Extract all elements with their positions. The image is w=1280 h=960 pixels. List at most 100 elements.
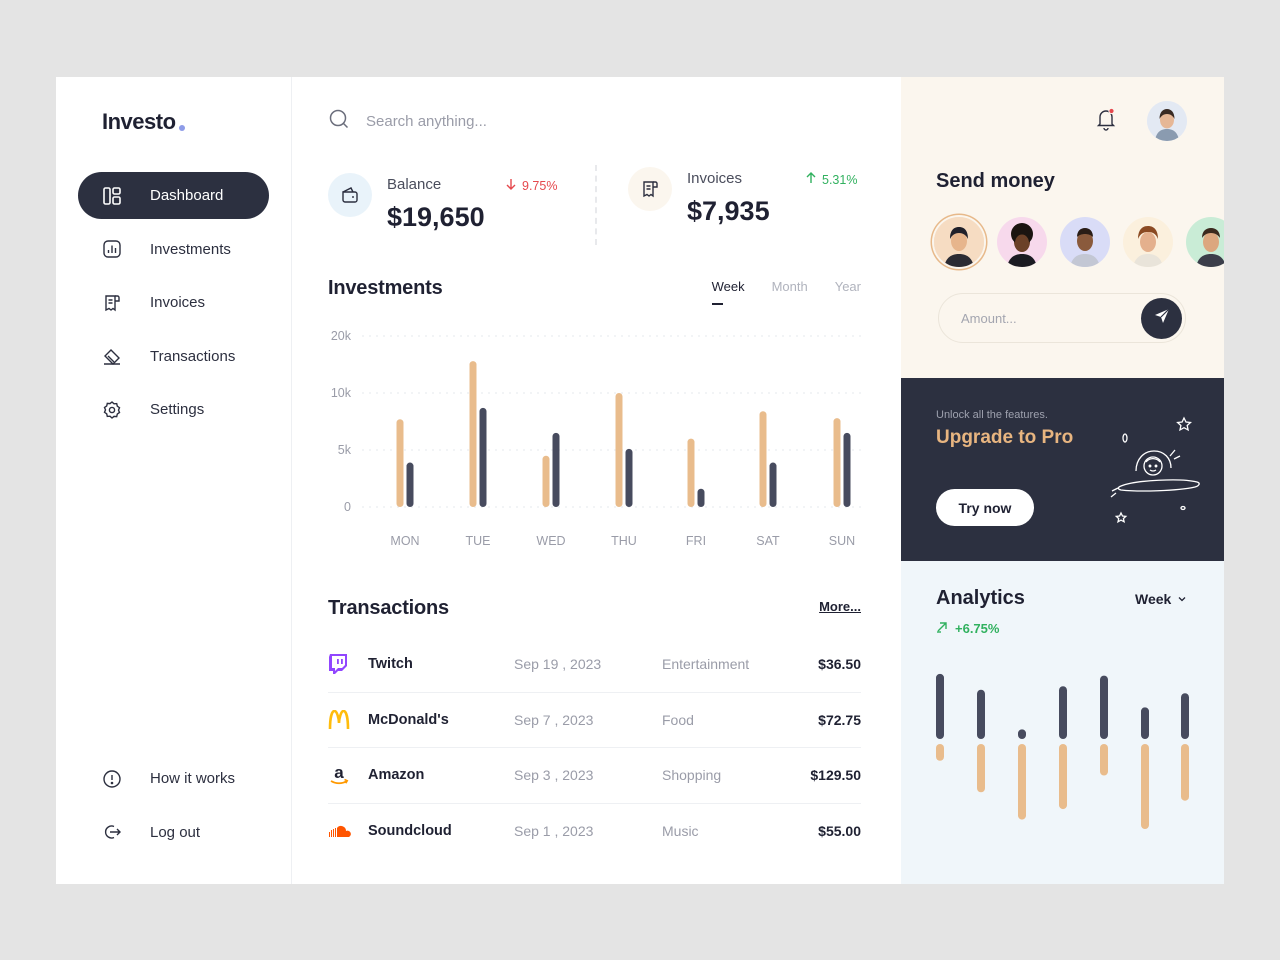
main-nav: Dashboard Investments Invoices Transacti… — [78, 172, 269, 440]
tx-name: Amazon — [368, 767, 425, 784]
analytics-bar-top[interactable] — [1141, 707, 1149, 739]
user-avatar[interactable] — [1147, 101, 1187, 141]
try-now-button[interactable]: Try now — [936, 489, 1034, 526]
balance-label: Balance — [387, 176, 442, 193]
analytics-bar-bottom[interactable] — [977, 744, 985, 793]
transactions-list: Twitch Sep 19 , 2023 Entertainment $36.5… — [328, 637, 861, 859]
analytics-bar-top[interactable] — [977, 689, 985, 739]
sidebar-item-how-it-works[interactable]: How it works — [78, 755, 269, 802]
analytics-bar-top[interactable] — [936, 673, 944, 739]
amount-input[interactable] — [961, 310, 1121, 326]
tx-category: Music — [662, 823, 699, 840]
analytics-bar-top[interactable] — [1181, 693, 1189, 739]
contact-avatar[interactable] — [1123, 217, 1173, 267]
sidebar: Investo Dashboard Investments Invoices — [56, 77, 292, 884]
tx-category: Food — [662, 711, 694, 728]
bar-tue-1[interactable] — [469, 361, 477, 507]
tx-date: Sep 1 , 2023 — [514, 823, 594, 840]
table-row[interactable]: Soundcloud Sep 1 , 2023 Music $55.00 — [328, 804, 861, 860]
analytics-bar-bottom[interactable] — [936, 744, 944, 761]
sidebar-item-label: How it works — [150, 770, 236, 787]
sidebar-item-label: Invoices — [150, 294, 206, 311]
analytics-panel: Analytics Week +6.75% — [901, 561, 1224, 884]
search-icon — [328, 108, 350, 135]
analytics-period-dropdown[interactable]: Week — [1135, 591, 1187, 607]
analytics-bar-bottom[interactable] — [1059, 744, 1067, 810]
analytics-bar-bottom[interactable] — [1018, 744, 1026, 820]
bar-wed-1[interactable] — [542, 455, 550, 507]
analytics-bar-bottom[interactable] — [1181, 744, 1189, 801]
contact-avatar[interactable] — [934, 217, 984, 267]
table-row[interactable]: a Amazon Sep 3 , 2023 Shopping $129.50 — [328, 748, 861, 804]
sidebar-item-invoices[interactable]: Invoices — [78, 279, 269, 326]
investments-chart: 0 5k 10k 20k MON TUE WED THU FRI SAT SUN — [331, 329, 861, 548]
transactions-title: Transactions — [328, 597, 449, 619]
sidebar-item-transactions[interactable]: Transactions — [78, 333, 269, 380]
x-tick-label: THU — [611, 534, 637, 548]
tab-week[interactable]: Week — [711, 279, 745, 305]
contact-avatar[interactable] — [1060, 217, 1110, 267]
twitch-icon — [328, 653, 368, 675]
gear-icon — [102, 400, 122, 420]
period-tabs: Week Month Year — [711, 279, 861, 305]
bar-sat-2[interactable] — [769, 462, 777, 507]
bar-tue-2[interactable] — [479, 407, 487, 507]
bar-thu-2[interactable] — [625, 448, 633, 507]
transactions-icon — [102, 346, 122, 366]
sidebar-item-investments[interactable]: Investments — [78, 226, 269, 273]
bar-sun-2[interactable] — [843, 432, 851, 507]
brand-name: Investo — [102, 109, 176, 134]
send-button[interactable] — [1141, 298, 1182, 339]
tx-amount: $36.50 — [818, 656, 861, 673]
tab-year[interactable]: Year — [834, 279, 861, 294]
app-window: Investo Dashboard Investments Invoices — [56, 77, 1224, 884]
chart-icon — [102, 239, 122, 259]
bell-icon[interactable] — [1095, 107, 1117, 131]
contact-avatar[interactable] — [1186, 217, 1224, 267]
bar-sat-1[interactable] — [759, 411, 767, 507]
main-content: Balance $19,650 9.75% Invoices $7,935 5.… — [292, 77, 901, 884]
amount-field[interactable] — [938, 293, 1186, 343]
x-tick-label: SUN — [829, 534, 855, 548]
investments-title: Investments — [328, 277, 443, 299]
balance-change: 9.75% — [505, 178, 557, 193]
bar-wed-2[interactable] — [552, 432, 560, 507]
analytics-bar-top[interactable] — [1059, 686, 1067, 739]
send-icon — [1154, 308, 1170, 329]
bar-fri-2[interactable] — [697, 488, 705, 507]
bar-mon-1[interactable] — [396, 419, 404, 507]
bar-mon-2[interactable] — [406, 462, 414, 507]
analytics-bar-bottom[interactable] — [1100, 744, 1108, 776]
invoices-change-value: 5.31% — [822, 172, 858, 187]
analytics-bar-top[interactable] — [1018, 729, 1026, 739]
tx-amount: $72.75 — [818, 711, 861, 728]
analytics-period-value: Week — [1135, 591, 1172, 607]
balance-value: $19,650 — [387, 202, 485, 232]
x-tick-label: MON — [390, 534, 419, 548]
sidebar-item-logout[interactable]: Log out — [78, 809, 269, 856]
more-link[interactable]: More... — [819, 599, 861, 614]
send-money-panel: Send money — [901, 77, 1224, 378]
sidebar-item-label: Settings — [150, 401, 205, 418]
sidebar-item-settings[interactable]: Settings — [78, 386, 269, 433]
table-row[interactable]: Twitch Sep 19 , 2023 Entertainment $36.5… — [328, 637, 861, 693]
table-row[interactable]: McDonald's Sep 7 , 2023 Food $72.75 — [328, 693, 861, 748]
analytics-bar-bottom[interactable] — [1141, 744, 1149, 830]
tab-month[interactable]: Month — [771, 279, 808, 294]
sidebar-item-dashboard[interactable]: Dashboard — [78, 172, 269, 219]
contacts-row — [934, 217, 1224, 267]
bar-fri-1[interactable] — [687, 438, 695, 507]
contact-avatar[interactable] — [997, 217, 1047, 267]
wallet-icon — [328, 173, 372, 217]
tx-name: Twitch — [368, 656, 413, 673]
sidebar-item-label: Transactions — [150, 347, 236, 365]
tx-date: Sep 7 , 2023 — [514, 711, 594, 728]
bar-thu-1[interactable] — [615, 393, 623, 507]
analytics-bar-top[interactable] — [1100, 675, 1108, 739]
bar-sun-1[interactable] — [833, 418, 841, 507]
search-input[interactable] — [366, 112, 666, 130]
brand-logo[interactable]: Investo — [102, 109, 185, 135]
invoices-value: $7,935 — [687, 196, 770, 226]
sidebar-item-label: Investments — [150, 240, 231, 258]
search-bar[interactable] — [328, 109, 728, 133]
